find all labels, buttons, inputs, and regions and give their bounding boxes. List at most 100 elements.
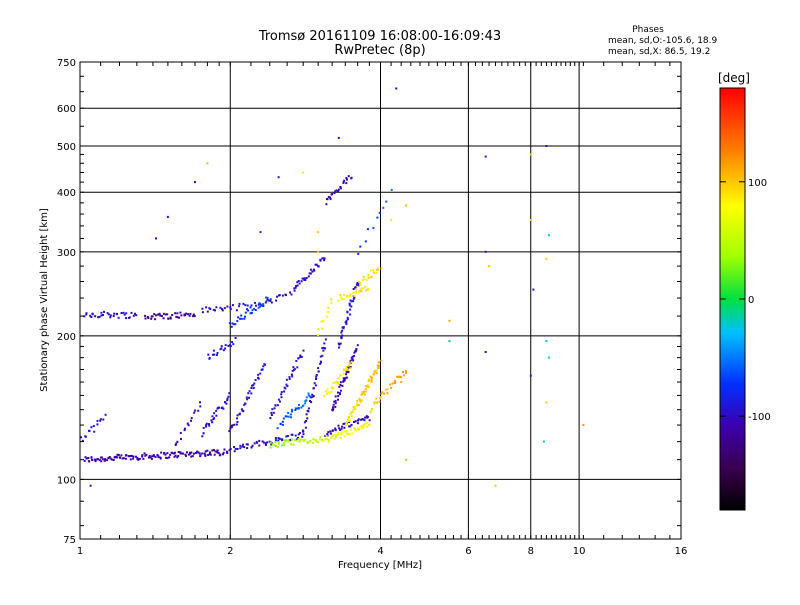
data-point (186, 422, 189, 425)
data-point (354, 349, 357, 352)
data-point (287, 440, 290, 443)
data-point (179, 432, 182, 434)
data-point (390, 188, 393, 191)
data-point (104, 413, 107, 416)
data-point (91, 459, 94, 461)
data-point (339, 342, 342, 345)
data-point (345, 182, 348, 185)
data-point (373, 401, 376, 404)
data-point (307, 275, 310, 278)
data-point (347, 175, 350, 178)
data-point (303, 277, 306, 280)
data-point (545, 401, 548, 404)
data-point (156, 454, 159, 456)
data-point (190, 451, 193, 454)
data-point (359, 281, 362, 284)
data-point (365, 415, 368, 418)
data-point (222, 407, 225, 410)
data-point (147, 317, 150, 320)
data-point (399, 376, 402, 379)
data-point (357, 291, 360, 294)
data-point (232, 323, 235, 326)
data-point (355, 288, 358, 291)
data-point (106, 459, 109, 462)
data-point (357, 283, 360, 286)
data-point (338, 385, 341, 388)
data-point (266, 296, 269, 299)
y-tick-label: 500 (57, 142, 76, 153)
data-point (488, 265, 491, 268)
data-point (380, 267, 383, 270)
data-point (340, 427, 343, 430)
data-point (355, 283, 358, 286)
data-point (350, 428, 353, 431)
data-point (300, 355, 303, 358)
data-point (213, 453, 216, 456)
data-point (94, 458, 97, 461)
data-point (346, 318, 349, 321)
data-point (343, 179, 346, 182)
data-point (370, 408, 373, 410)
data-point (301, 435, 304, 438)
data-point (201, 307, 204, 310)
data-point (285, 383, 288, 386)
data-point (80, 436, 82, 439)
data-point (155, 237, 157, 240)
data-point (372, 373, 375, 376)
data-point (223, 307, 226, 310)
data-point (349, 367, 352, 370)
data-point (359, 245, 362, 248)
data-point (325, 203, 328, 206)
data-point (356, 403, 358, 405)
data-point (208, 424, 211, 427)
data-point (242, 302, 245, 305)
data-point (171, 314, 174, 316)
data-point (349, 366, 352, 369)
data-point (284, 439, 287, 442)
data-point (207, 454, 210, 456)
data-point (348, 425, 351, 428)
data-point (185, 454, 187, 457)
data-point (160, 315, 163, 317)
data-point (390, 387, 393, 389)
data-point (341, 329, 344, 332)
data-point (235, 423, 238, 426)
x-axis-ticks: 1 2 4 6 8 10 16 (77, 62, 687, 557)
data-point (339, 429, 342, 431)
data-point (97, 316, 100, 319)
data-point (99, 419, 102, 422)
data-point (259, 231, 262, 234)
y-tick-label: 100 (57, 475, 76, 486)
data-point (345, 376, 348, 379)
data-point (223, 448, 226, 451)
data-point (168, 456, 171, 459)
data-point (258, 444, 261, 447)
data-point (215, 414, 218, 417)
data-point (299, 354, 302, 357)
data-point (84, 435, 87, 438)
data-point (229, 308, 232, 311)
data-point (191, 315, 194, 318)
data-point (145, 453, 148, 456)
data-point (484, 155, 487, 158)
data-point (359, 401, 362, 403)
data-point (188, 314, 191, 317)
data-point (280, 391, 283, 394)
data-point (176, 316, 179, 319)
data-point (327, 438, 330, 441)
data-point (109, 457, 112, 460)
data-point (357, 252, 360, 255)
data-point (230, 325, 233, 328)
data-point (285, 378, 288, 381)
data-point (294, 439, 296, 441)
data-point (327, 440, 330, 443)
data-point (311, 393, 314, 396)
data-point (177, 451, 180, 453)
data-point (275, 445, 278, 447)
data-point (356, 404, 358, 407)
data-point (216, 451, 219, 454)
data-point (213, 353, 216, 356)
data-point (324, 438, 327, 441)
data-point (347, 416, 350, 419)
data-point (261, 368, 264, 371)
